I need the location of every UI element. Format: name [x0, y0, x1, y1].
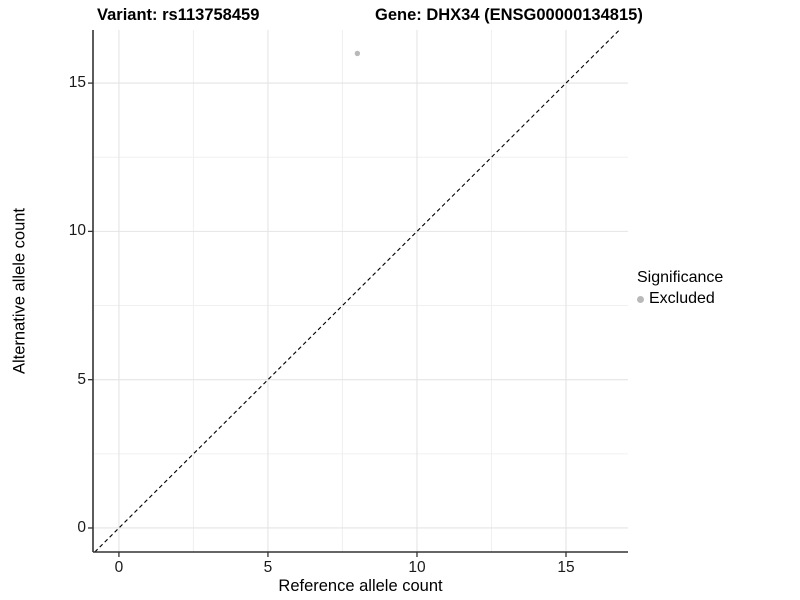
plot-title-gene: Gene: DHX34 (ENSG00000134815): [375, 6, 643, 24]
legend-entry: Excluded: [637, 290, 723, 308]
legend-title: Significance: [637, 269, 724, 286]
x-tick-label: 10: [408, 559, 426, 576]
legend-point-icon: [637, 295, 644, 303]
x-axis-title: Reference allele count: [278, 577, 443, 595]
plot-title-variant: Variant: rs113758459: [97, 6, 260, 24]
y-tick-label: 0: [77, 518, 86, 536]
legend-entry-label: Excluded: [649, 290, 715, 307]
y-axis-title: Alternative allele count: [10, 207, 29, 375]
y-tick-label: 5: [77, 370, 86, 388]
identity-dashed-line: [94, 29, 620, 553]
x-tick-label: 5: [263, 559, 273, 576]
y-tick-label: 15: [68, 74, 86, 92]
x-tick-label: 15: [557, 559, 575, 576]
legend-entries: Excluded: [637, 290, 723, 308]
legend: Significance Excluded: [637, 269, 723, 308]
x-tick-label: 0: [114, 559, 124, 576]
y-tick-label: 10: [68, 222, 86, 240]
data-point: [354, 50, 361, 57]
